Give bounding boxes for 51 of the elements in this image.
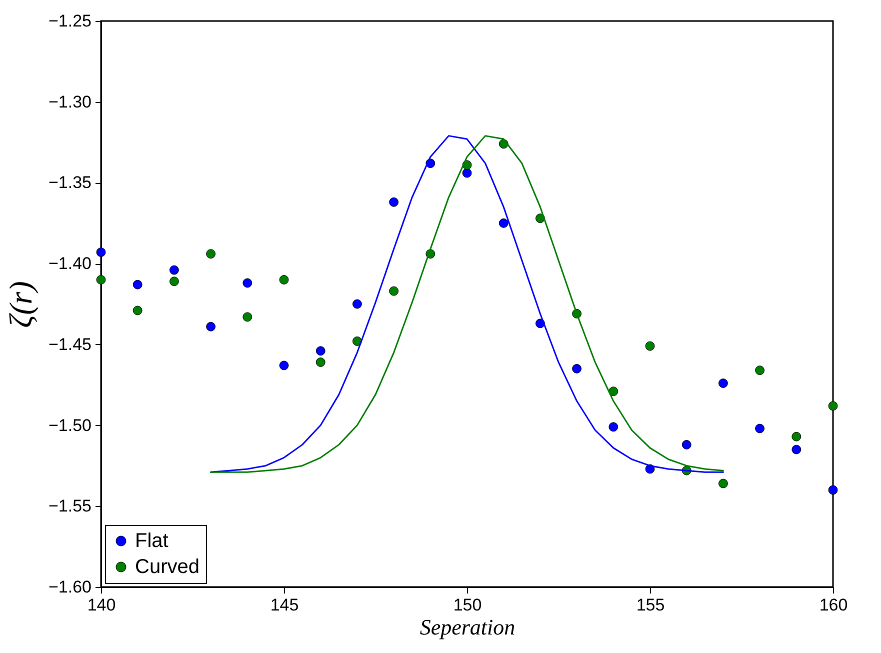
point — [792, 432, 802, 442]
point — [279, 360, 289, 370]
y-tick-label: −1.55 — [48, 496, 92, 516]
point — [389, 286, 399, 296]
point — [169, 265, 179, 275]
point — [755, 424, 765, 434]
point — [352, 299, 362, 309]
point — [242, 278, 252, 288]
point — [718, 478, 728, 488]
y-tick-label: −1.35 — [48, 173, 92, 192]
point — [718, 378, 728, 388]
point — [755, 366, 765, 376]
point — [462, 168, 472, 178]
point — [96, 248, 106, 257]
point — [206, 249, 216, 259]
y-tick-label: −1.45 — [48, 334, 92, 354]
point — [169, 276, 179, 286]
x-tick-label: 155 — [636, 596, 665, 614]
legend-label: Curved — [135, 556, 200, 578]
point — [645, 341, 655, 351]
point — [389, 197, 399, 207]
legend-label: Flat — [135, 530, 169, 552]
x-tick-label: 160 — [819, 596, 848, 614]
point — [132, 306, 142, 316]
point — [608, 386, 618, 396]
point — [206, 322, 216, 332]
point — [132, 280, 142, 290]
y-tick-label: −1.25 — [48, 12, 92, 30]
point — [828, 485, 838, 495]
x-tick-label: 145 — [270, 596, 299, 614]
point — [96, 275, 106, 284]
point — [682, 440, 692, 450]
point — [608, 422, 618, 432]
point — [242, 312, 252, 322]
y-tick-label: −1.30 — [48, 92, 92, 112]
point — [316, 346, 326, 356]
point — [828, 401, 838, 411]
point — [498, 218, 508, 228]
point — [352, 336, 362, 346]
point — [572, 364, 582, 374]
point — [535, 214, 545, 224]
x-axis-title: Seperation — [420, 614, 516, 640]
y-axis-title: ζ(r) — [2, 281, 38, 328]
point — [316, 358, 326, 367]
point — [792, 444, 802, 454]
point — [279, 275, 289, 284]
x-tick-label: 150 — [453, 596, 482, 614]
y-tick-label: −1.40 — [48, 254, 92, 274]
x-tick-label: 140 — [87, 596, 116, 614]
y-tick-label: −1.60 — [48, 578, 92, 596]
y-tick-label: −1.50 — [48, 416, 92, 435]
